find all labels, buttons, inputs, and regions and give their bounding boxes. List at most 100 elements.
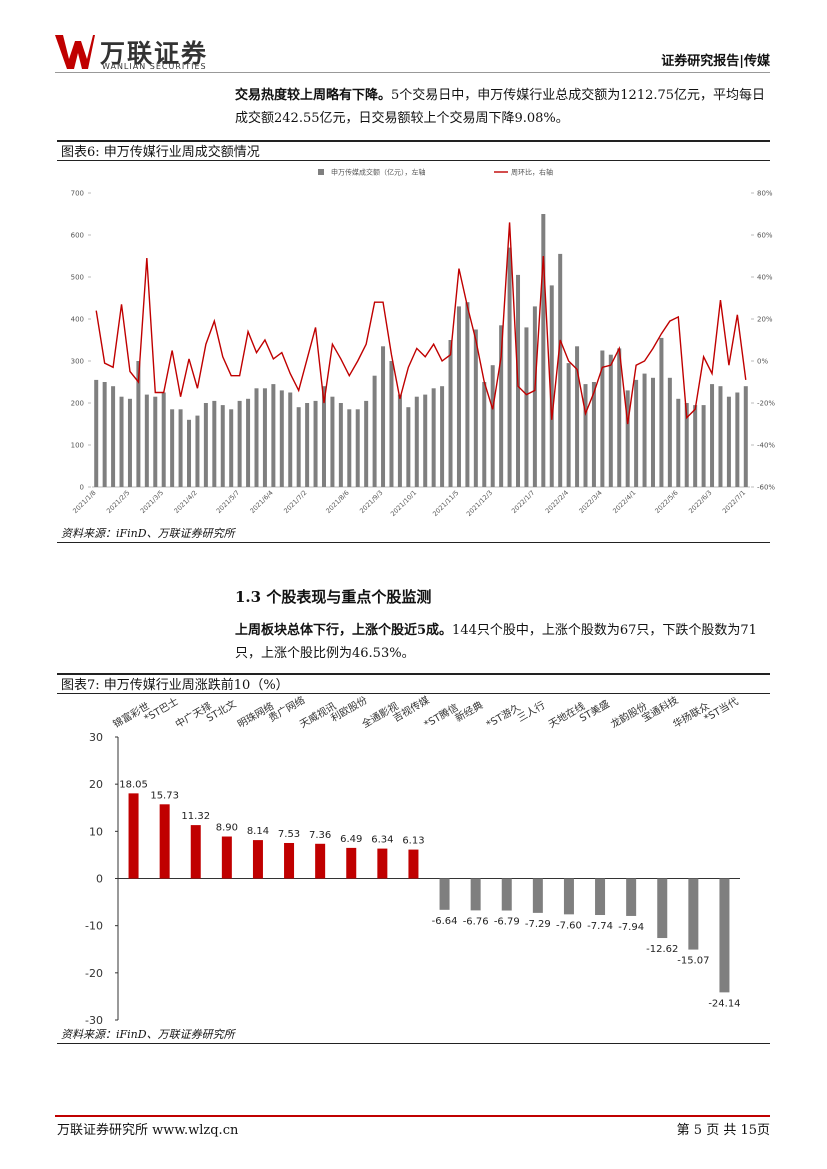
value-label: -12.62 [646,944,678,955]
bar [313,400,318,487]
bar [439,878,450,910]
bar [423,394,428,487]
x-tick-label: 2022/6/3 [687,489,713,515]
figure-source: 资料来源：iFinD、万联证券研究所 [57,526,770,543]
y2-tick-label: 20% [757,316,773,324]
bar [626,878,637,916]
bar [676,398,681,487]
section-heading: 1.3 个股表现与重点个股监测 [235,588,432,606]
bar [659,337,664,487]
y-tick-label: 300 [71,358,84,366]
bar [583,384,588,487]
y2-tick-label: 40% [757,274,773,282]
x-tick-label: 2021/8/6 [324,489,350,515]
bar [144,394,149,487]
legend-item: 申万传媒成交额（亿元），左轴 [318,168,426,177]
y-tick-label: -30 [85,1014,103,1027]
bar [284,842,295,879]
value-label: 6.49 [340,834,362,845]
legend-label: 周环比，右轴 [511,168,553,177]
x-tick-label: 2021/2/5 [105,489,131,515]
bar [305,403,310,487]
y-tick-label: 100 [71,442,84,450]
bar [448,340,453,487]
bar [591,382,596,487]
bar [252,840,263,879]
bar [127,398,132,487]
legend-item: 周环比，右轴 [494,168,553,177]
bar [237,400,242,487]
bar [617,348,622,487]
value-label: -6.76 [463,916,489,927]
x-tick-label: 2021/3/5 [139,489,165,515]
bar [608,354,613,487]
bar [406,407,411,487]
value-label: 18.05 [119,779,148,790]
footer-rule [55,1115,770,1117]
value-label: -24.14 [708,998,740,1009]
bar [321,386,326,487]
bar [667,377,672,487]
bar [482,382,487,487]
bar [170,409,175,487]
y-tick-label: 500 [71,274,84,282]
x-tick-label: 2021/1/8 [71,489,97,515]
y2-tick-label: -60% [757,484,775,492]
value-label: 7.36 [309,830,331,841]
bar [701,405,706,487]
bar [119,396,124,487]
footer-left: 万联证券研究所 www.wlzq.cn [57,1123,239,1138]
bar [465,302,470,487]
bar [524,327,529,487]
bar [159,804,170,879]
logo-text: 万联证券 [100,39,209,68]
bar [501,878,512,911]
report-type: 证券研究报告|传媒 [661,54,770,69]
bar [566,363,571,487]
bar [431,388,436,487]
bar [203,403,208,487]
bar [346,847,357,879]
y-tick-label: -10 [85,920,103,933]
x-tick-label: 2022/1/7 [510,489,536,515]
y2-tick-label: 0% [757,358,768,366]
y-tick-label: -20 [85,967,103,980]
legend-swatch [318,169,324,175]
logo-shape [55,35,95,69]
y-tick-label: 20 [89,778,103,791]
x-tick-label: 2021/12/3 [465,489,494,518]
bar [315,843,326,879]
legend-label: 申万传媒成交额（亿元），左轴 [331,168,426,177]
x-tick-label: 2021/11/5 [431,489,460,518]
value-label: 15.73 [150,790,179,801]
y-tick-label: 10 [89,825,103,838]
bar [288,392,293,487]
value-label: -7.60 [556,920,582,931]
bar [190,825,201,879]
bar [625,390,630,487]
y-tick-label: 0 [80,484,84,492]
bar [271,384,276,487]
bar [128,793,139,879]
x-tick-label: 2021/10/1 [389,489,418,518]
value-label: 6.34 [371,835,393,846]
value-label: -7.94 [618,922,644,933]
value-label: 8.90 [216,823,238,834]
bar [161,392,166,487]
bar [246,398,251,487]
bar [262,388,267,487]
bar [178,409,183,487]
bar [575,346,580,487]
bar [634,379,639,487]
bar [499,325,504,487]
logo-subtext: WANLIAN SECURITIES [102,62,207,71]
x-tick-label: 2021/6/4 [248,489,274,515]
bar [338,403,343,487]
value-label: 11.32 [181,811,210,822]
bar [372,375,377,487]
value-label: -7.74 [587,921,613,932]
bar [735,392,740,487]
bar [102,382,107,487]
bar [657,878,668,939]
